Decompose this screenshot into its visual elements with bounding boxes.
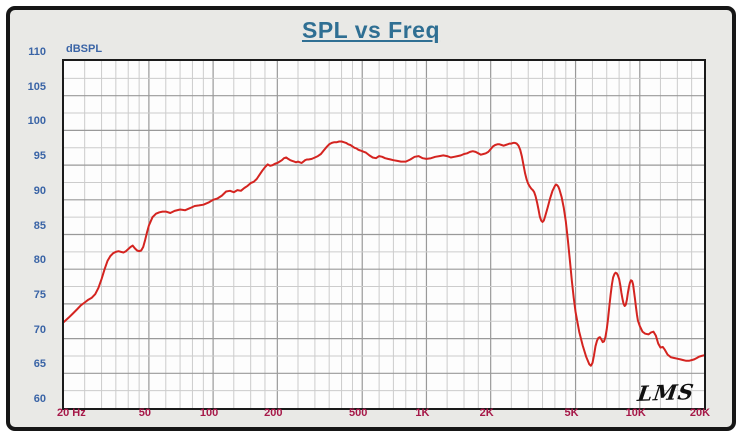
x-tick-label: 2K <box>479 407 494 419</box>
y-tick-label: 100 <box>27 115 46 128</box>
y-tick-label: 75 <box>33 288 46 301</box>
y-tick-label: 80 <box>33 254 46 267</box>
x-tick-label: 20K <box>689 407 711 419</box>
spl-curve <box>64 140 704 367</box>
x-tick-label: 5K <box>564 407 579 419</box>
x-tick-label: 1K <box>415 407 430 419</box>
x-tick-label: 50 <box>138 407 152 419</box>
x-tick-label: 10K <box>625 407 646 419</box>
y-tick-label: 105 <box>27 80 46 93</box>
x-tick-label: 200 <box>264 407 283 419</box>
y-tick-label: 70 <box>33 323 46 336</box>
y-tick-label: 90 <box>33 184 46 197</box>
plot-area: LMS <box>62 59 706 410</box>
y-tick-label: 60 <box>33 393 46 405</box>
y-tick-label: 95 <box>33 150 46 163</box>
x-tick-label: 20 Hz <box>57 407 86 419</box>
chart-panel: SPL vs Freq dBSPL LMS 110 105 100 95 90 85 80 7… <box>6 6 736 431</box>
spl-frequency-response-chart <box>64 61 704 408</box>
x-tick-label: 100 <box>199 407 219 419</box>
y-tick-label: 65 <box>33 358 46 371</box>
y-axis-unit-label: dBSPL <box>66 43 103 55</box>
y-tick-label: 110 <box>28 46 46 58</box>
chart-title: SPL vs Freq <box>301 17 441 43</box>
lms-logo: LMS <box>635 379 696 406</box>
y-tick-label: 85 <box>33 219 46 232</box>
x-tick-label: 500 <box>349 407 368 419</box>
